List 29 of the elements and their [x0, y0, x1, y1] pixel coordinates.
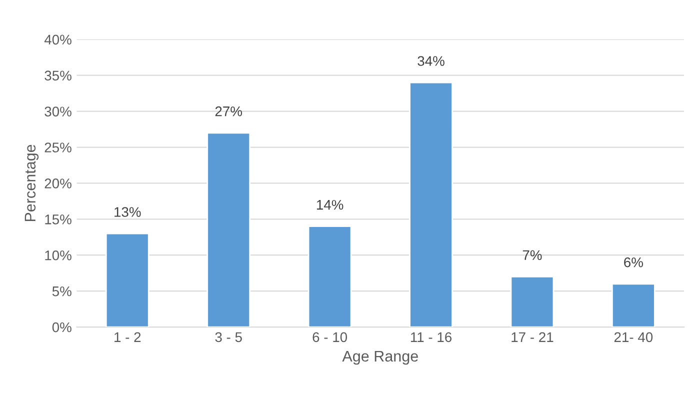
y-tick-label: 5%	[52, 286, 72, 296]
data-label: 13%	[114, 207, 141, 217]
y-tick-label: 40%	[44, 34, 72, 45]
x-axis-title: Age Range	[342, 350, 418, 365]
y-tick-label: 10%	[45, 250, 72, 260]
x-tick-label: 6 - 10	[312, 332, 348, 342]
bar	[510, 276, 554, 328]
x-tick-label: 17 - 21	[512, 332, 554, 342]
y-tick-label: 35%	[44, 70, 72, 81]
bar	[105, 232, 150, 328]
bar	[409, 82, 453, 328]
bar	[206, 132, 251, 328]
y-tick-label: 25%	[44, 142, 72, 152]
bar	[308, 226, 352, 328]
x-tick-label: 3 - 5	[215, 332, 242, 342]
data-label: 7%	[522, 250, 542, 260]
x-tick-label: 1 - 2	[114, 332, 141, 342]
y-tick-label: 0%	[52, 322, 72, 332]
data-label: 14%	[316, 200, 344, 210]
x-tick-label: 11 - 16	[410, 332, 452, 342]
y-tick-label: 30%	[44, 106, 72, 116]
y-axis-title: Percentage	[24, 144, 39, 222]
data-label: 27%	[215, 106, 242, 116]
y-tick-label: 20%	[44, 178, 72, 188]
data-label: 6%	[624, 257, 643, 268]
x-tick-label: 21- 40	[614, 332, 653, 342]
data-label: 34%	[418, 56, 444, 66]
y-tick-label: 15%	[45, 214, 72, 224]
bar	[611, 283, 656, 328]
